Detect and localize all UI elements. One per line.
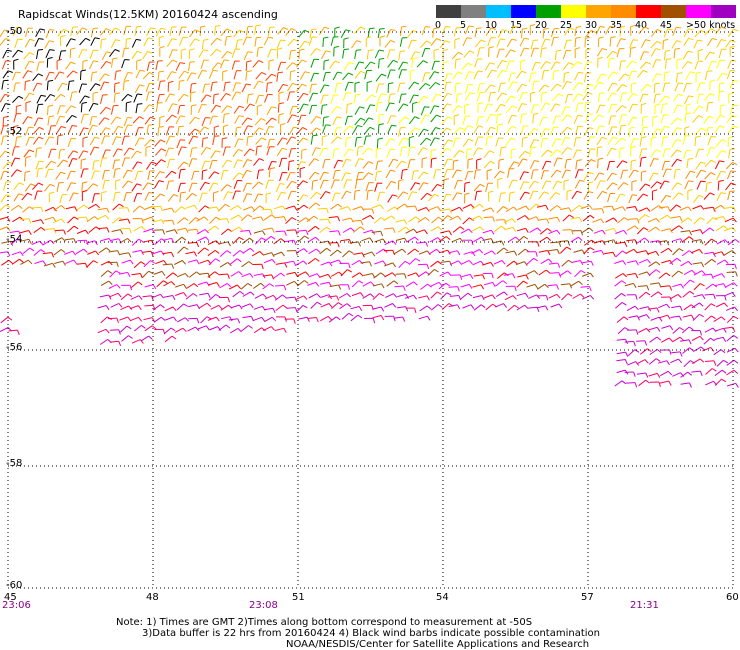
lon-label: 54 (436, 592, 449, 603)
lon-label: 51 (292, 592, 305, 603)
lon-label: 60 (726, 592, 739, 603)
legend-swatch (486, 5, 511, 18)
legend-swatch (661, 5, 686, 18)
legend-label: 15 (510, 20, 523, 31)
time-label: 21:31 (630, 600, 659, 611)
lat-label: -58 (6, 458, 23, 469)
legend-label: 10 (485, 20, 498, 31)
legend-swatch (536, 5, 561, 18)
legend-swatch (436, 5, 461, 18)
legend-color-bar (436, 5, 736, 18)
legend-label: 40 (635, 20, 648, 31)
legend-label: 0 (435, 20, 442, 31)
wind-barbs-layer (0, 24, 740, 388)
legend-swatch (686, 5, 711, 18)
lon-label: 48 (146, 592, 159, 603)
lat-label: -54 (6, 234, 23, 245)
legend-label: 20 (535, 20, 548, 31)
lat-label: -60 (6, 580, 23, 591)
lat-label: -52 (6, 126, 23, 137)
lat-label: -50 (6, 26, 23, 37)
legend-swatch (636, 5, 661, 18)
lat-label: -56 (6, 342, 23, 353)
wind-speed-legend: 0 5 10 15 20 25 30 35 40 45 >50 knots (435, 5, 740, 35)
legend-label: >50 knots (686, 20, 736, 31)
legend-label: 35 (610, 20, 623, 31)
legend-label: 45 (660, 20, 673, 31)
legend-label: 5 (460, 20, 467, 31)
legend-swatch (586, 5, 611, 18)
lon-label: 45 (4, 592, 17, 603)
footnote-line: 3)Data buffer is 22 hrs from 20160424 4)… (142, 628, 600, 639)
time-label: 23:06 (2, 600, 31, 611)
footnote-line: NOAA/NESDIS/Center for Satellite Applica… (286, 639, 590, 650)
time-label: 23:08 (249, 600, 278, 611)
legend-swatch (711, 5, 736, 18)
footnote-line: Note: 1) Times are GMT 2)Times along bot… (116, 617, 533, 628)
legend-label: 25 (560, 20, 573, 31)
lat-lon-grid (7, 31, 734, 589)
map-title: Rapidscat Winds(12.5KM) 20160424 ascendi… (18, 8, 278, 21)
legend-label: 30 (585, 20, 598, 31)
legend-swatch (611, 5, 636, 18)
footnotes: Note: 1) Times are GMT 2)Times along bot… (116, 617, 600, 650)
lon-label: 57 (581, 592, 594, 603)
legend-swatch (461, 5, 486, 18)
legend-swatch (511, 5, 536, 18)
legend-swatch (561, 5, 586, 18)
